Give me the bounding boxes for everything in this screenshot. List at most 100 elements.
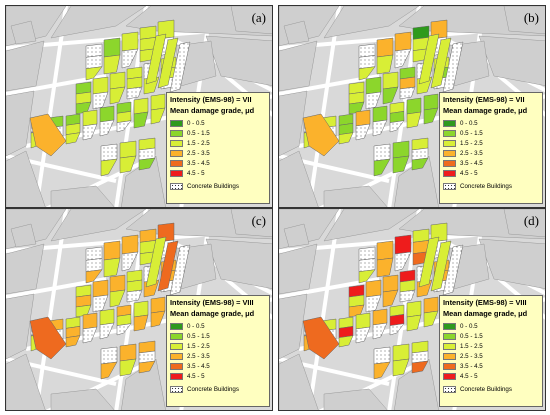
legend: Intensity (EMS-98) = VII Mean damage grad…: [166, 92, 270, 204]
building: [394, 234, 412, 255]
building: [103, 54, 121, 75]
city-block: [230, 209, 272, 238]
legend-row: 3.5 - 4.5: [443, 158, 539, 168]
legend-row: 4.5 - 5: [443, 168, 539, 178]
city-block: [503, 209, 545, 238]
building: [365, 279, 382, 298]
building: [372, 105, 388, 123]
building: [372, 308, 388, 326]
city-block: [323, 388, 388, 410]
building: [406, 314, 422, 332]
building: [150, 107, 166, 125]
legend-subtitle: Mean damage grade, μd: [170, 106, 255, 115]
building: [411, 360, 429, 374]
legend-swatch: [443, 332, 456, 340]
concrete-building: [169, 244, 191, 296]
legend-label: 0.5 - 1.5: [187, 332, 210, 340]
legend-label: 1.5 - 2.5: [187, 139, 210, 147]
city-block: [6, 243, 45, 295]
legend-swatch: [170, 149, 183, 157]
concrete-building: [82, 326, 98, 344]
concrete-building: [85, 43, 103, 58]
concrete-building: [99, 119, 115, 137]
legend-intensity-title: Intensity (EMS-98) = VII: [170, 95, 252, 104]
legend-label: 4.5 - 5: [460, 372, 478, 380]
building: [302, 113, 340, 157]
city-block: [279, 90, 308, 157]
legend-swatch: [443, 139, 456, 147]
concrete-building: [85, 246, 103, 261]
legend-row: 3.5 - 4.5: [170, 158, 266, 168]
legend-label: 2.5 - 3.5: [187, 352, 210, 360]
building: [382, 274, 399, 293]
building: [376, 257, 394, 278]
legend-row: 4.5 - 5: [170, 371, 266, 381]
building: [411, 157, 429, 171]
city-block: [10, 20, 37, 45]
legend-label: 1.5 - 2.5: [187, 342, 210, 350]
concrete-building: [85, 258, 103, 272]
legend-label: 0 - 0.5: [460, 322, 478, 330]
concrete-building: [442, 41, 464, 93]
city-block: [279, 293, 308, 360]
panel-label: (c): [251, 213, 266, 228]
building: [109, 86, 126, 105]
legend-label: 0 - 0.5: [187, 322, 205, 330]
building: [376, 37, 394, 58]
concrete-building: [169, 41, 191, 93]
legend-row: 0.5 - 1.5: [170, 128, 266, 138]
legend-swatch: [443, 342, 456, 350]
building: [394, 31, 412, 52]
legend-swatch: [170, 139, 183, 147]
legend-row-concrete: Concrete Buildings: [170, 384, 266, 394]
building: [103, 37, 121, 58]
legend-swatch: [443, 149, 456, 157]
building: [358, 66, 376, 81]
building: [109, 289, 126, 308]
legend-row-concrete: Concrete Buildings: [170, 181, 266, 191]
concrete-label: Concrete Buildings: [460, 385, 512, 393]
legend-row-concrete: Concrete Buildings: [443, 181, 539, 191]
building: [109, 71, 126, 90]
street: [307, 209, 341, 410]
legend-row: 1.5 - 2.5: [170, 341, 266, 351]
legend-label: 3.5 - 4.5: [460, 362, 483, 370]
concrete-building: [394, 251, 412, 272]
city-block: [6, 293, 35, 360]
legend-row: 2.5 - 3.5: [170, 351, 266, 361]
concrete-building: [121, 48, 139, 69]
city-block: [205, 238, 272, 289]
city-block: [279, 243, 318, 295]
legend-label: 2.5 - 3.5: [187, 149, 210, 157]
concrete-building: [126, 86, 143, 100]
building: [103, 257, 121, 278]
concrete-building: [365, 91, 382, 110]
legend-row: 0 - 0.5: [443, 321, 539, 331]
legend-row: 2.5 - 3.5: [443, 351, 539, 361]
legend-row: 1.5 - 2.5: [443, 341, 539, 351]
city-block: [478, 35, 545, 86]
building: [133, 111, 149, 129]
legend-swatch: [443, 372, 456, 380]
legend-intensity-title: Intensity (EMS-98) = VIII: [443, 298, 527, 307]
concrete-swatch: [170, 182, 183, 190]
building: [382, 86, 399, 105]
building: [92, 76, 109, 95]
concrete-building: [116, 120, 132, 133]
building: [423, 310, 439, 328]
building: [423, 107, 439, 125]
concrete-building: [100, 143, 118, 162]
building: [358, 269, 376, 284]
legend-swatch: [170, 169, 183, 177]
building: [373, 158, 391, 177]
map-panel-b: (b) Intensity (EMS-98) = VII Mean damage g…: [278, 5, 546, 208]
building: [423, 93, 439, 111]
building: [406, 111, 422, 129]
legend-label: 1.5 - 2.5: [460, 139, 483, 147]
building: [100, 158, 118, 177]
street: [34, 6, 68, 207]
legend-row: 0.5 - 1.5: [443, 128, 539, 138]
legend-intensity-title: Intensity (EMS-98) = VII: [443, 95, 525, 104]
legend-row: 0 - 0.5: [170, 118, 266, 128]
map-panel-a: (a) Intensity (EMS-98) = VII Mean damage g…: [5, 5, 273, 208]
